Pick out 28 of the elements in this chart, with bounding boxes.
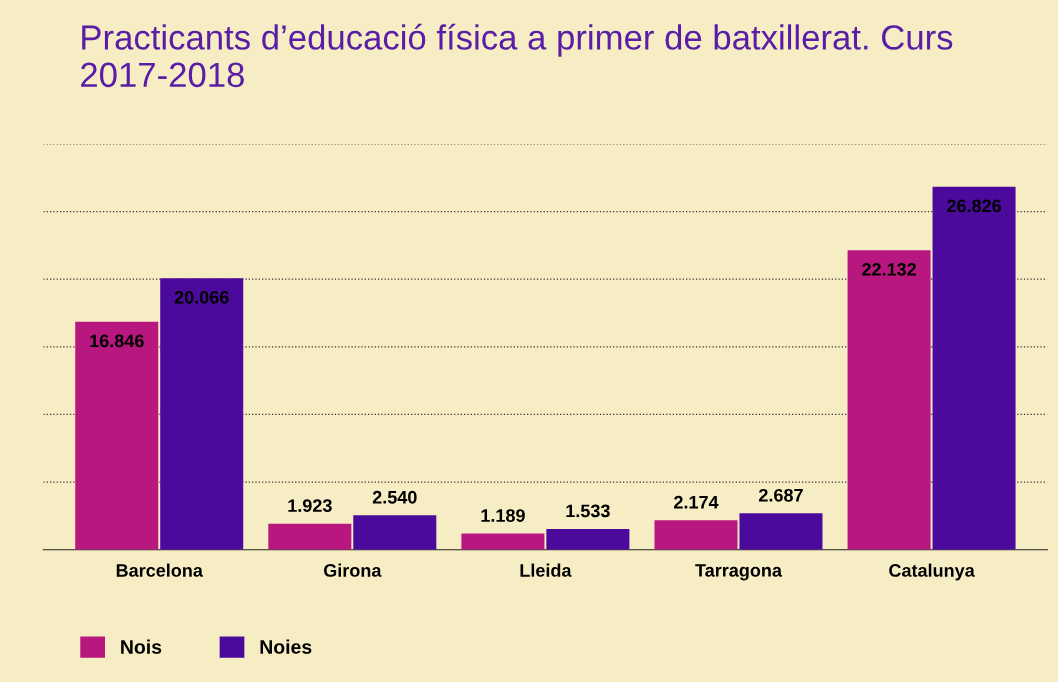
legend-label: Noies <box>260 639 312 654</box>
data-label: 26.826 <box>947 199 1002 213</box>
x-tick-label: Tarragona <box>695 564 783 581</box>
data-label: 22.132 <box>862 262 916 276</box>
data-label: 1.923 <box>288 499 332 513</box>
data-label: 16.846 <box>90 334 144 348</box>
data-label: 1.533 <box>566 504 610 518</box>
bar <box>546 528 630 550</box>
data-label: 2.540 <box>372 490 417 504</box>
data-label: 1.189 <box>481 509 525 522</box>
data-label: 2.174 <box>674 495 719 509</box>
x-tick-label: Barcelona <box>116 563 203 577</box>
legend-label: Nois <box>121 639 162 654</box>
data-label: 2.687 <box>759 488 803 502</box>
x-tick-label: Lleida <box>520 563 572 577</box>
data-label: 20.066 <box>174 290 229 304</box>
chart-title: Practicants d’educació física a primer de batxillerat. Curs 2017-2018 <box>81 23 953 88</box>
bar <box>739 513 823 550</box>
bar <box>654 520 738 550</box>
bar <box>75 321 159 550</box>
bar <box>353 515 437 550</box>
bar <box>160 278 244 550</box>
x-tick-label: Girona <box>323 563 382 577</box>
bar <box>461 533 545 550</box>
bar <box>847 250 931 550</box>
bar <box>268 523 352 550</box>
x-tick-label: Catalunya <box>889 563 975 581</box>
bar <box>932 186 1016 550</box>
